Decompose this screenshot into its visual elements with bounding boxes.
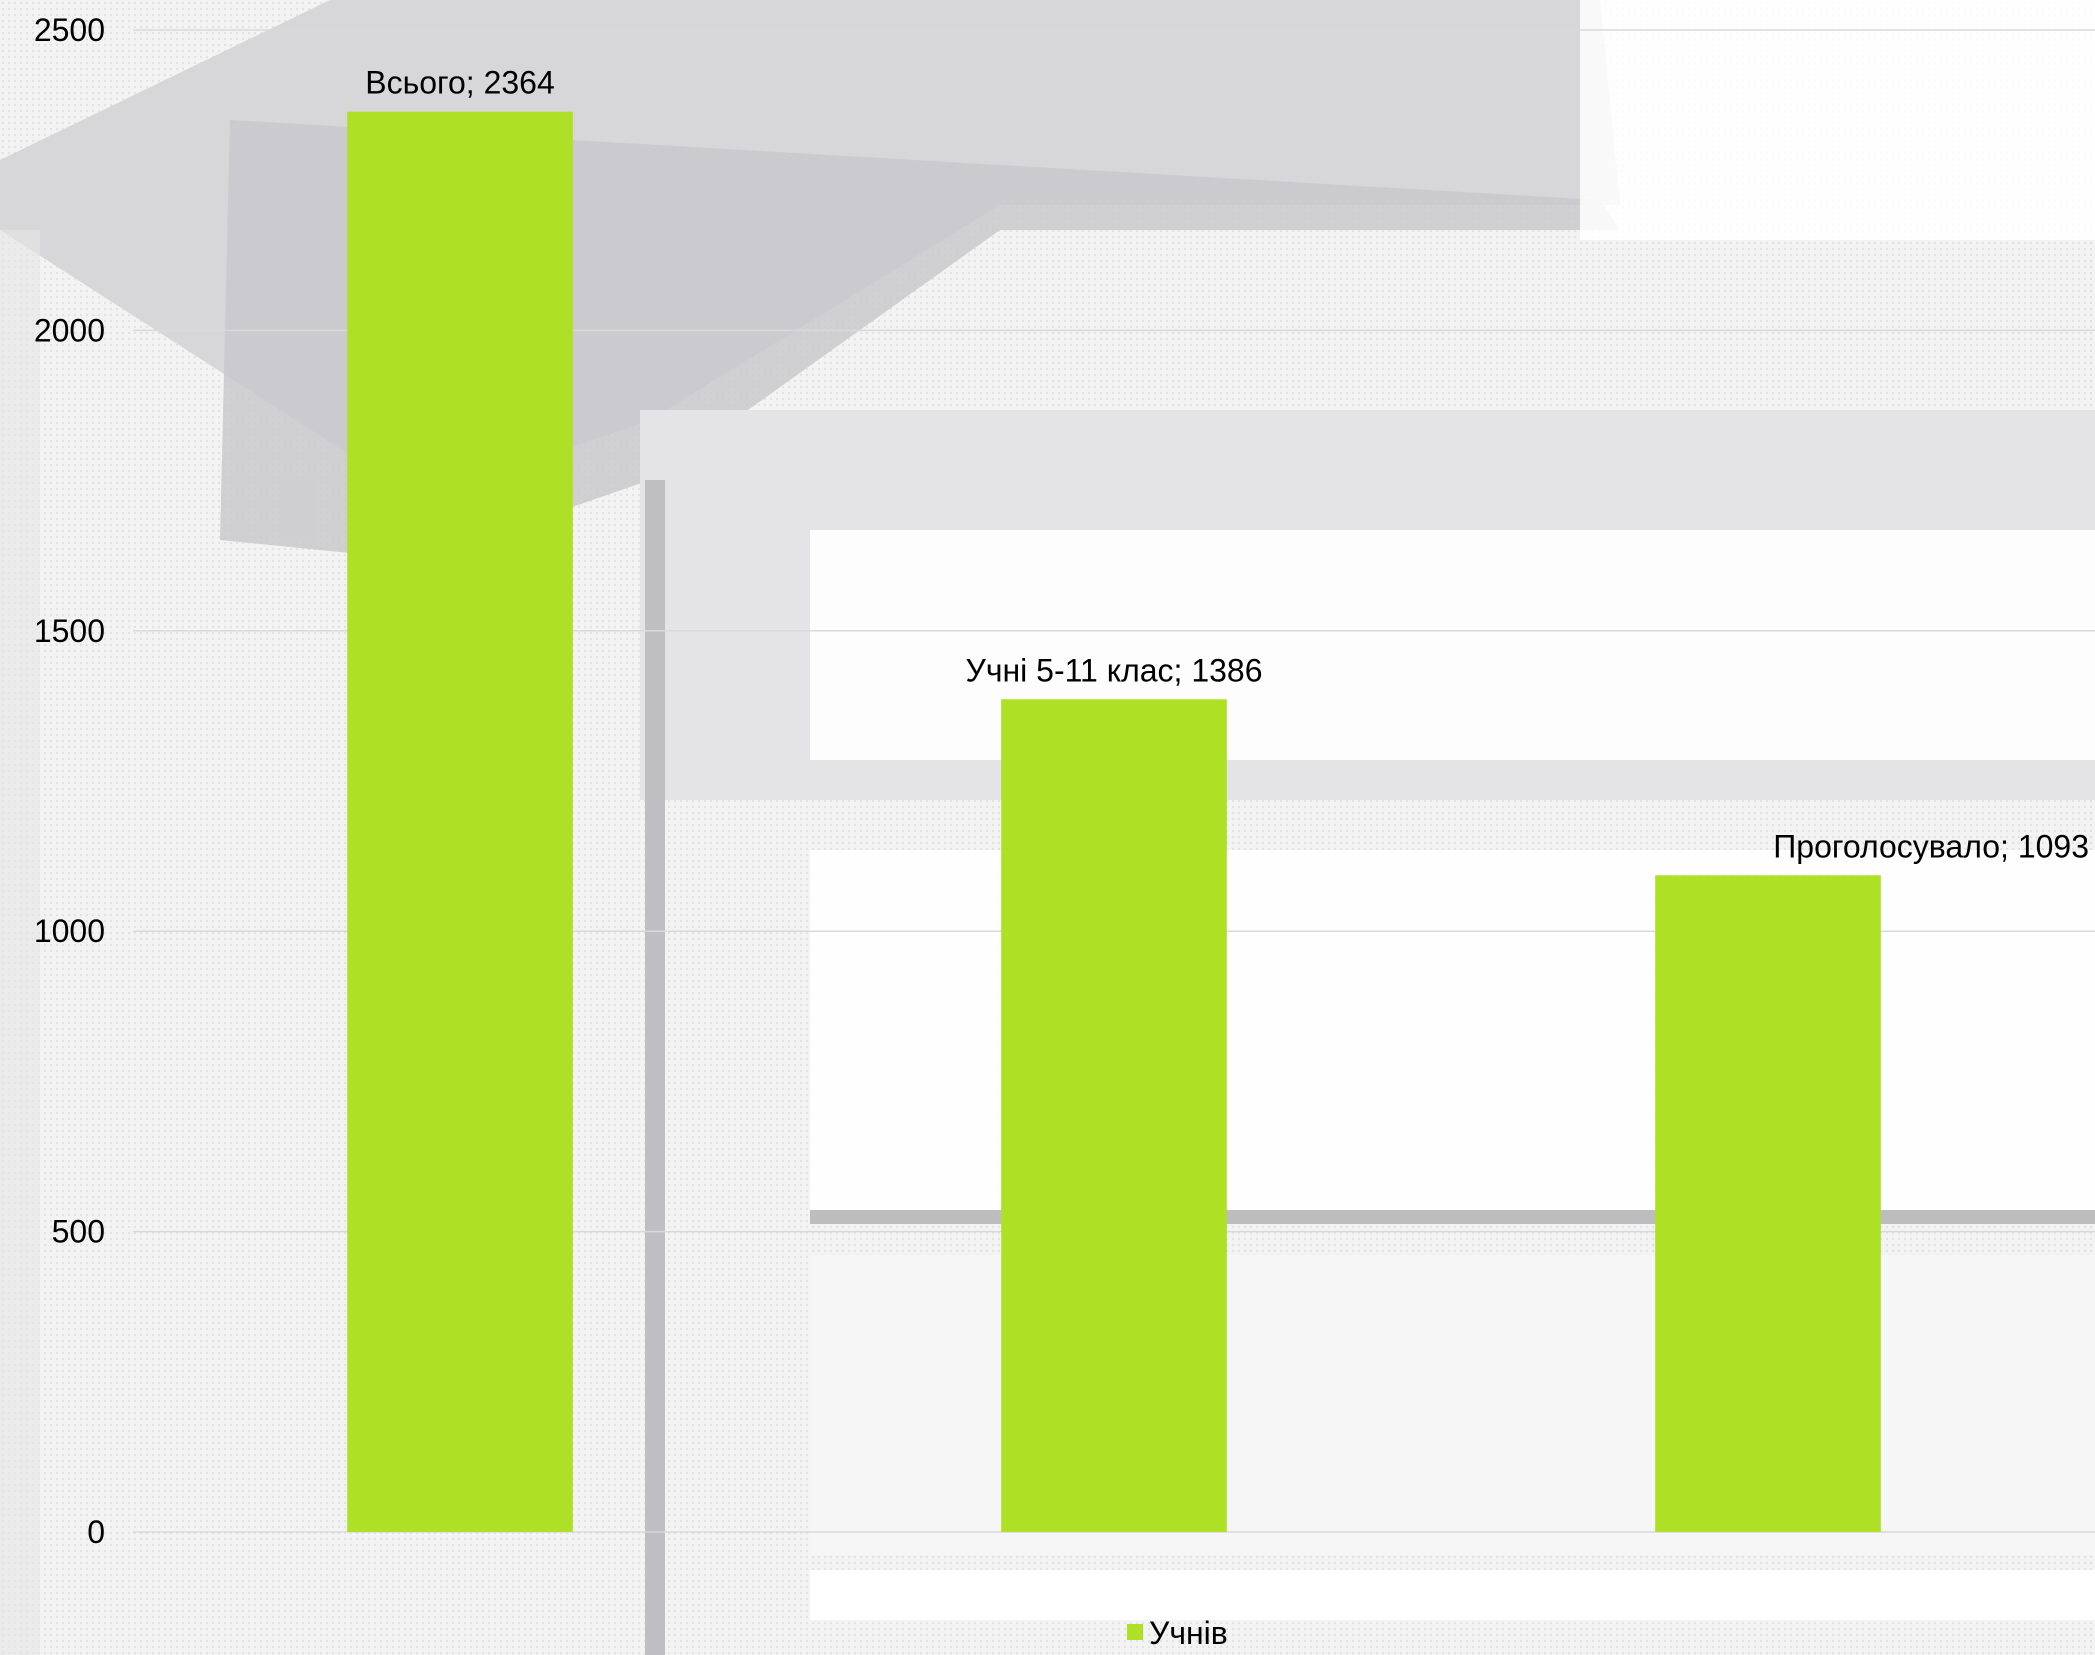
data-label: Учні 5-11 клас; 1386 xyxy=(965,652,1262,688)
data-labels: Всього; 2364 Учні 5-11 клас; 1386 Проголос… xyxy=(365,65,2089,865)
legend-swatch xyxy=(1127,1624,1143,1640)
legend: Учнів xyxy=(1127,1615,1228,1651)
y-axis-tick-labels: 0 500 1000 1500 2000 2500 xyxy=(34,12,105,1550)
y-tick-label: 2000 xyxy=(34,312,105,348)
y-tick-label: 2500 xyxy=(34,12,105,48)
bar-series xyxy=(347,111,1881,1533)
y-tick-label: 1000 xyxy=(34,913,105,949)
bar xyxy=(1655,875,1881,1532)
data-label: Проголосувало; 1093 xyxy=(1773,828,2089,864)
legend-label: Учнів xyxy=(1149,1615,1228,1651)
bar xyxy=(347,111,573,1533)
y-tick-label: 500 xyxy=(52,1214,105,1250)
y-tick-label: 1500 xyxy=(34,613,105,649)
y-tick-label: 0 xyxy=(87,1514,105,1550)
data-label: Всього; 2364 xyxy=(365,65,555,101)
bar xyxy=(1001,699,1227,1532)
